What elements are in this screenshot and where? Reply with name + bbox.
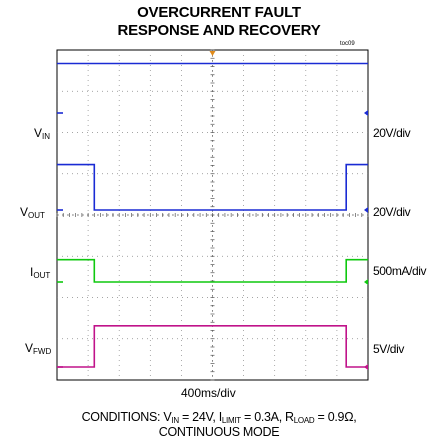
scale-vout: 20V/div (373, 205, 411, 219)
channel-label-vout: VOUT (20, 205, 45, 220)
trace-vout (57, 163, 368, 211)
ground-marker (364, 207, 368, 213)
channel-label-vin: VIN (34, 126, 51, 141)
channel-label-vfwd: VFWD (25, 341, 52, 356)
conditions-line2: CONTINUOUS MODE (158, 425, 280, 439)
trace-vfwd (57, 324, 368, 368)
chart-title-line2: RESPONSE AND RECOVERY (117, 22, 321, 39)
channel-label-iout: IOUT (30, 265, 51, 280)
ground-marker (364, 364, 368, 370)
scale-vin: 20V/div (373, 126, 411, 140)
scale-vfwd: 5V/div (373, 342, 404, 356)
timebase-label: 400ms/div (181, 386, 236, 400)
figure-code: toc09 (340, 41, 355, 47)
ground-marker (364, 110, 368, 116)
conditions-line1: CONDITIONS: VIN = 24V, ILIMIT = 0.3A, RL… (81, 410, 357, 425)
scale-iout: 500mA/div (373, 264, 427, 278)
trigger-marker (209, 51, 216, 56)
trace-iout (57, 258, 368, 283)
ground-marker (364, 279, 368, 285)
chart-title-line1: OVERCURRENT FAULT (137, 4, 301, 21)
